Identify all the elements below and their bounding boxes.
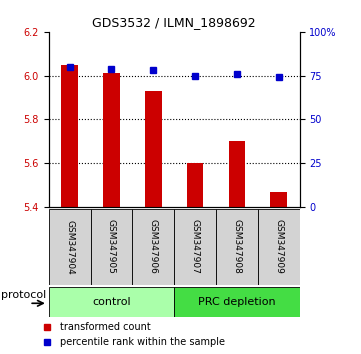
Bar (103, 74, 120, 207)
Text: GSM347904: GSM347904 (65, 219, 74, 274)
Text: percentile rank within the sample: percentile rank within the sample (60, 337, 225, 348)
Bar (270, 192, 287, 207)
Title: GDS3532 / ILMN_1898692: GDS3532 / ILMN_1898692 (92, 16, 256, 29)
Text: protocol: protocol (1, 290, 46, 300)
Text: GSM347906: GSM347906 (149, 219, 158, 274)
Text: GSM347909: GSM347909 (274, 219, 283, 274)
Text: PRC depletion: PRC depletion (198, 297, 276, 307)
Text: GSM347905: GSM347905 (107, 219, 116, 274)
Bar (216, 209, 258, 285)
Bar (61, 65, 78, 207)
Bar (49, 209, 91, 285)
Bar (174, 287, 300, 317)
Bar (187, 163, 204, 207)
Bar (145, 91, 162, 207)
Text: GSM347907: GSM347907 (191, 219, 200, 274)
Bar (132, 209, 174, 285)
Bar (174, 209, 216, 285)
Bar (229, 141, 245, 207)
Bar (258, 209, 300, 285)
Text: control: control (92, 297, 131, 307)
Text: GSM347908: GSM347908 (232, 219, 242, 274)
Bar (91, 209, 132, 285)
Text: transformed count: transformed count (60, 321, 151, 332)
Bar (49, 287, 174, 317)
